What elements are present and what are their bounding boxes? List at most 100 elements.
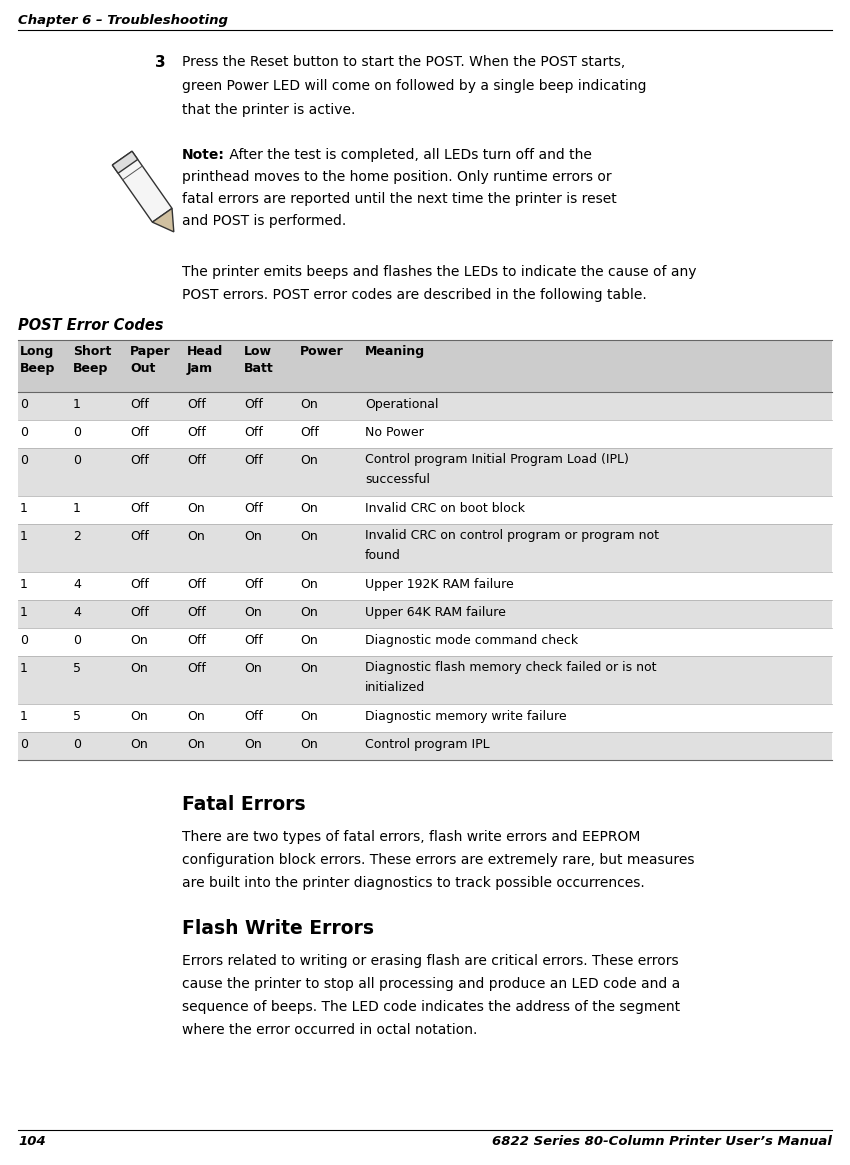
Text: Beep: Beep [20,362,55,375]
Text: Batt: Batt [244,362,274,375]
Text: 1: 1 [20,578,28,591]
Text: successful: successful [365,473,430,486]
Text: No Power: No Power [365,426,424,439]
Polygon shape [112,151,138,174]
Text: Chapter 6 – Troubleshooting: Chapter 6 – Troubleshooting [18,14,228,27]
Text: Upper 192K RAM failure: Upper 192K RAM failure [365,578,513,591]
Text: Off: Off [187,454,206,467]
Text: Meaning: Meaning [365,345,425,358]
Text: Off: Off [130,530,149,543]
Text: Beep: Beep [73,362,108,375]
Text: 2: 2 [73,530,81,543]
Text: On: On [130,662,148,675]
Text: green Power LED will come on followed by a single beep indicating: green Power LED will come on followed by… [182,79,647,93]
Text: Diagnostic flash memory check failed or is not: Diagnostic flash memory check failed or … [365,661,656,675]
Text: Control program IPL: Control program IPL [365,737,490,751]
Text: On: On [300,398,318,411]
Text: Invalid CRC on boot block: Invalid CRC on boot block [365,502,525,515]
Text: On: On [300,454,318,467]
Text: found: found [365,549,401,562]
Text: Note:: Note: [182,148,225,162]
Text: Flash Write Errors: Flash Write Errors [182,919,374,938]
Text: Off: Off [187,426,206,439]
Text: 1: 1 [20,662,28,675]
Text: After the test is completed, all LEDs turn off and the: After the test is completed, all LEDs tu… [225,148,592,162]
Text: Off: Off [244,398,263,411]
FancyBboxPatch shape [18,656,832,704]
Text: Diagnostic memory write failure: Diagnostic memory write failure [365,709,567,723]
Text: Diagnostic mode command check: Diagnostic mode command check [365,634,578,647]
Text: Off: Off [130,606,149,619]
Text: 0: 0 [20,426,28,439]
Text: Errors related to writing or erasing flash are critical errors. These errors: Errors related to writing or erasing fla… [182,954,678,968]
Text: The printer emits beeps and flashes the LEDs to indicate the cause of any: The printer emits beeps and flashes the … [182,264,696,278]
Text: 0: 0 [20,454,28,467]
Text: On: On [187,709,205,723]
Text: On: On [300,502,318,515]
Text: 4: 4 [73,578,81,591]
Polygon shape [152,209,173,232]
Text: Off: Off [300,426,319,439]
Text: Control program Initial Program Load (IPL): Control program Initial Program Load (IP… [365,453,629,466]
Text: initialized: initialized [365,682,425,694]
Text: Off: Off [130,502,149,515]
Text: 1: 1 [20,502,28,515]
Text: 0: 0 [73,454,81,467]
Polygon shape [112,151,172,223]
Text: Off: Off [187,662,206,675]
Text: On: On [300,634,318,647]
Text: Invalid CRC on control program or program not: Invalid CRC on control program or progra… [365,529,659,542]
FancyBboxPatch shape [18,732,832,760]
Text: Off: Off [130,578,149,591]
Text: Head: Head [187,345,224,358]
Text: 1: 1 [20,606,28,619]
Text: There are two types of fatal errors, flash write errors and EEPROM: There are two types of fatal errors, fla… [182,829,640,843]
Text: Off: Off [130,398,149,411]
Text: Upper 64K RAM failure: Upper 64K RAM failure [365,606,506,619]
Text: Off: Off [130,426,149,439]
Text: 0: 0 [73,426,81,439]
Text: Paper: Paper [130,345,171,358]
Text: Off: Off [187,634,206,647]
Text: 104: 104 [18,1135,46,1148]
FancyBboxPatch shape [18,391,832,421]
Text: printhead moves to the home position. Only runtime errors or: printhead moves to the home position. On… [182,170,612,184]
Text: On: On [244,737,262,751]
Text: configuration block errors. These errors are extremely rare, but measures: configuration block errors. These errors… [182,853,694,867]
Text: On: On [300,737,318,751]
Text: POST errors. POST error codes are described in the following table.: POST errors. POST error codes are descri… [182,288,647,302]
Text: Out: Out [130,362,156,375]
Text: On: On [244,530,262,543]
Text: are built into the printer diagnostics to track possible occurrences.: are built into the printer diagnostics t… [182,876,645,890]
Text: and POST is performed.: and POST is performed. [182,214,346,228]
Text: Off: Off [244,709,263,723]
Text: where the error occurred in octal notation.: where the error occurred in octal notati… [182,1023,478,1037]
Text: On: On [300,606,318,619]
Text: On: On [187,502,205,515]
FancyBboxPatch shape [18,524,832,572]
FancyBboxPatch shape [18,449,832,496]
Text: Off: Off [244,454,263,467]
Text: POST Error Codes: POST Error Codes [18,318,163,333]
Text: Low: Low [244,345,272,358]
Text: 0: 0 [73,634,81,647]
Text: 4: 4 [73,606,81,619]
Text: On: On [244,662,262,675]
Text: On: On [300,709,318,723]
FancyBboxPatch shape [18,600,832,628]
Text: 6822 Series 80-Column Printer User’s Manual: 6822 Series 80-Column Printer User’s Man… [492,1135,832,1148]
FancyBboxPatch shape [18,340,832,391]
Text: On: On [130,737,148,751]
Text: 0: 0 [20,398,28,411]
Text: 1: 1 [73,398,81,411]
Text: On: On [187,737,205,751]
Text: 3: 3 [155,55,166,70]
Text: sequence of beeps. The LED code indicates the address of the segment: sequence of beeps. The LED code indicate… [182,1000,680,1014]
Text: 0: 0 [20,634,28,647]
Text: Power: Power [300,345,343,358]
Text: Short: Short [73,345,111,358]
Text: On: On [300,662,318,675]
Text: Off: Off [187,398,206,411]
Text: On: On [300,530,318,543]
Text: cause the printer to stop all processing and produce an LED code and a: cause the printer to stop all processing… [182,977,680,991]
